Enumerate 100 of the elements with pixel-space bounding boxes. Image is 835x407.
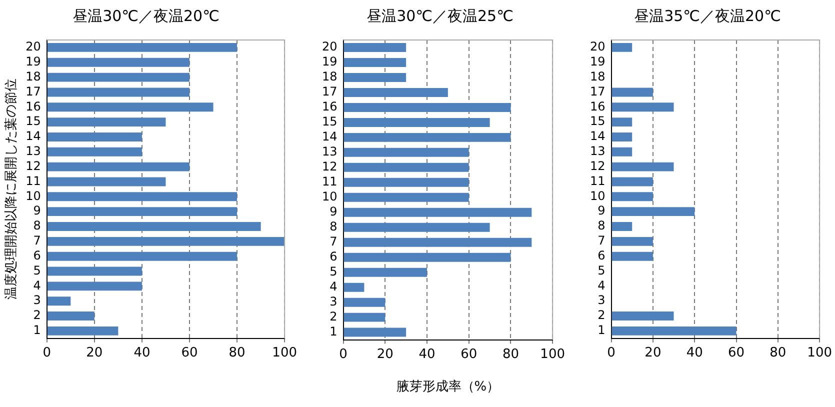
y-tick-label: 9: [598, 204, 606, 218]
bar: [344, 178, 469, 187]
y-tick-label: 2: [598, 308, 606, 322]
y-tick-label: 8: [330, 220, 338, 234]
chart-title: 昼温30℃／夜温25℃: [366, 6, 514, 25]
y-tick-label: 14: [322, 130, 338, 144]
x-tick-label: 60: [181, 346, 198, 361]
x-tick-label: 0: [607, 346, 616, 361]
bar: [344, 312, 386, 322]
y-tick-label: 2: [330, 309, 338, 324]
y-tick-label: 20: [590, 40, 606, 54]
x-tick-label: 20: [86, 346, 103, 361]
y-tick-label: 4: [330, 279, 338, 294]
bar: [344, 72, 406, 82]
bar: [344, 132, 511, 142]
x-tick-label: 80: [770, 346, 786, 361]
bar: [344, 208, 532, 217]
bar: [612, 312, 674, 320]
bar: [47, 147, 142, 156]
y-tick-label: 9: [330, 204, 338, 219]
bar: [344, 58, 406, 67]
y-tick-label: 4: [33, 278, 41, 292]
y-tick-label: 12: [322, 160, 338, 174]
y-tick-label: 11: [322, 174, 338, 189]
y-tick-label: 2: [33, 308, 41, 322]
x-axis-title: 腋芽形成率（%）: [396, 378, 500, 395]
y-tick-label: 1: [33, 323, 41, 338]
y-tick-label: 1: [598, 323, 606, 338]
x-tick-label: 0: [42, 346, 52, 361]
bar: [612, 118, 632, 127]
bar: [47, 326, 118, 336]
x-tick-label: 40: [418, 346, 436, 362]
bar: [47, 266, 142, 276]
y-tick-label: 18: [26, 69, 41, 84]
y-tick-label: 10: [590, 188, 606, 203]
x-tick-label: 100: [272, 346, 298, 361]
bar: [612, 222, 632, 231]
bar: [612, 236, 653, 246]
bar: [47, 132, 142, 142]
bar: [47, 162, 190, 172]
bar: [47, 252, 238, 261]
x-tick-label: 100: [807, 346, 832, 361]
y-tick-label: 8: [598, 218, 606, 233]
bar: [344, 102, 511, 112]
y-tick-label: 12: [590, 158, 606, 173]
y-tick-label: 20: [322, 40, 338, 54]
bar: [344, 238, 532, 247]
bar: [344, 328, 406, 337]
bar: [612, 207, 695, 216]
y-tick-label: 16: [590, 99, 606, 114]
y-tick-label: 10: [322, 190, 338, 204]
bar: [344, 148, 469, 157]
y-tick-label: 3: [33, 293, 41, 308]
y-tick-label: 11: [590, 174, 606, 188]
y-tick-label: 6: [33, 248, 41, 262]
x-tick-label: 60: [460, 346, 478, 362]
x-tick-label: 60: [728, 346, 745, 361]
y-tick-label: 7: [598, 234, 606, 248]
y-tick-label: 19: [322, 54, 338, 69]
y-tick-label: 14: [26, 129, 41, 144]
bar: [612, 162, 674, 172]
bar: [47, 58, 190, 67]
bar: [612, 102, 674, 112]
bar: [612, 177, 653, 186]
y-tick-label: 17: [590, 84, 606, 98]
bar: [47, 282, 142, 291]
y-tick-label: 3: [330, 294, 338, 308]
y-tick-label: 17: [26, 84, 41, 98]
y-tick-label: 20: [26, 40, 41, 54]
y-tick-label: 19: [590, 54, 606, 69]
chart-title: 昼温35℃／夜温20℃: [634, 6, 781, 25]
y-tick-label: 6: [598, 248, 606, 262]
y-tick-label: 4: [598, 278, 606, 292]
y-tick-label: 5: [33, 263, 41, 278]
x-tick-label: 20: [376, 346, 394, 362]
y-tick-label: 3: [598, 293, 606, 308]
bar: [344, 298, 386, 307]
y-tick-label: 13: [26, 144, 41, 158]
x-tick-label: 80: [228, 346, 246, 361]
bar: [47, 222, 261, 231]
bar: [47, 312, 94, 320]
y-tick-label: 10: [26, 188, 41, 203]
y-axis-title: 温度処理開始以降に展開した葉の節位: [3, 78, 20, 300]
bar: [612, 326, 736, 336]
y-tick-label: 16: [26, 99, 41, 114]
x-tick-label: 20: [644, 346, 662, 361]
y-tick-label: 11: [26, 174, 41, 188]
bar: [344, 118, 490, 127]
bar: [47, 102, 214, 112]
bar: [344, 282, 364, 292]
y-tick-label: 16: [322, 100, 338, 114]
x-tick-label: 40: [686, 346, 703, 361]
y-tick-label: 5: [330, 264, 338, 278]
x-tick-label: 80: [502, 346, 519, 362]
bar: [47, 88, 190, 97]
bar: [344, 222, 490, 232]
bar: [344, 162, 469, 172]
bar: [47, 192, 238, 202]
y-tick-label: 17: [322, 84, 338, 99]
bar: [344, 192, 469, 202]
